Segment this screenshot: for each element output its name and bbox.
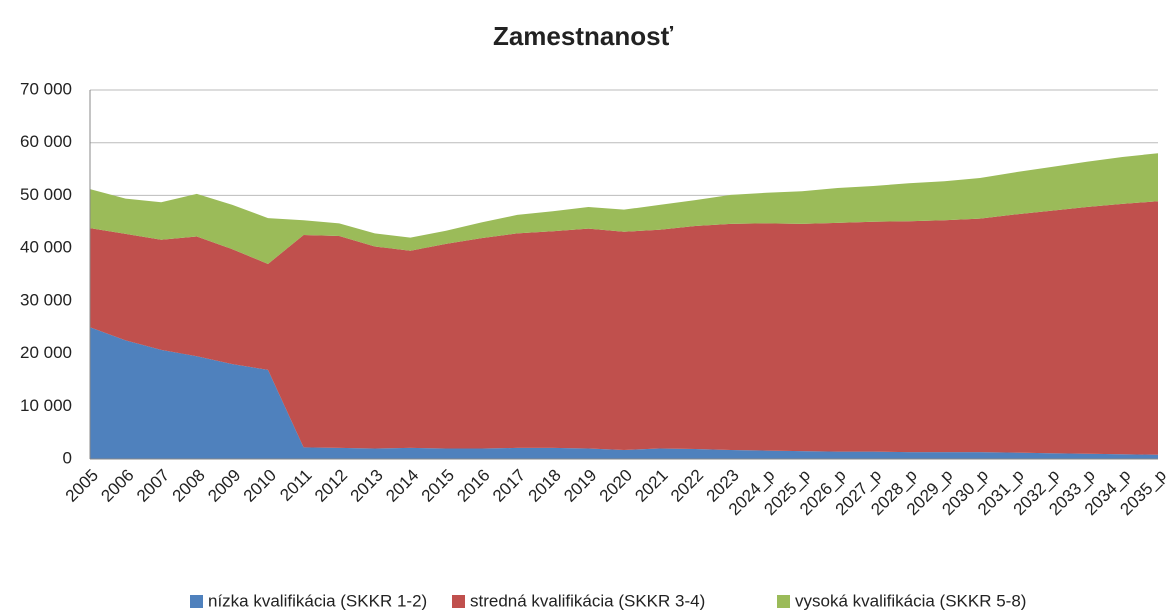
x-tick-label: 2006 [97, 466, 137, 506]
legend-swatch [452, 595, 465, 608]
x-tick-label: 2009 [204, 466, 244, 506]
area [90, 201, 1158, 455]
legend-label: stredná kvalifikácia (SKKR 3-4) [470, 591, 705, 610]
x-tick-label: 2011 [276, 466, 315, 505]
legend-swatch [190, 595, 203, 608]
x-tick-label: 2018 [525, 466, 565, 506]
x-tick-label: 2007 [133, 466, 173, 506]
chart-title: Zamestnanosť [493, 21, 674, 51]
y-tick-label: 30 000 [20, 290, 72, 309]
x-tick-label: 2012 [311, 466, 351, 506]
x-tick-label: 2019 [560, 466, 600, 506]
y-tick-label: 50 000 [20, 185, 72, 204]
x-tick-label: 2008 [169, 466, 209, 506]
y-tick-label: 20 000 [20, 343, 72, 362]
x-tick-label: 2015 [418, 466, 458, 506]
y-tick-label: 10 000 [20, 396, 72, 415]
x-tick-label: 2014 [382, 466, 422, 506]
x-tick-label: 2020 [596, 466, 636, 506]
x-tick-label: 2013 [347, 466, 387, 506]
x-tick-label: 2016 [453, 466, 493, 506]
y-tick-label: 70 000 [20, 79, 72, 98]
legend-label: vysoká kvalifikácia (SKKR 5-8) [795, 591, 1026, 610]
x-tick-label: 2021 [631, 466, 671, 506]
y-tick-label: 0 [63, 448, 72, 467]
y-tick-label: 40 000 [20, 238, 72, 257]
y-tick-label: 60 000 [20, 132, 72, 151]
legend-label: nízka kvalifikácia (SKKR 1-2) [208, 591, 427, 610]
x-tick-label: 2010 [240, 466, 280, 506]
x-tick-label: 2005 [62, 466, 102, 506]
x-tick-label: 2017 [489, 466, 529, 506]
x-tick-label: 2022 [667, 466, 707, 506]
legend-swatch [777, 595, 790, 608]
area [90, 327, 1158, 459]
area [90, 153, 1158, 264]
